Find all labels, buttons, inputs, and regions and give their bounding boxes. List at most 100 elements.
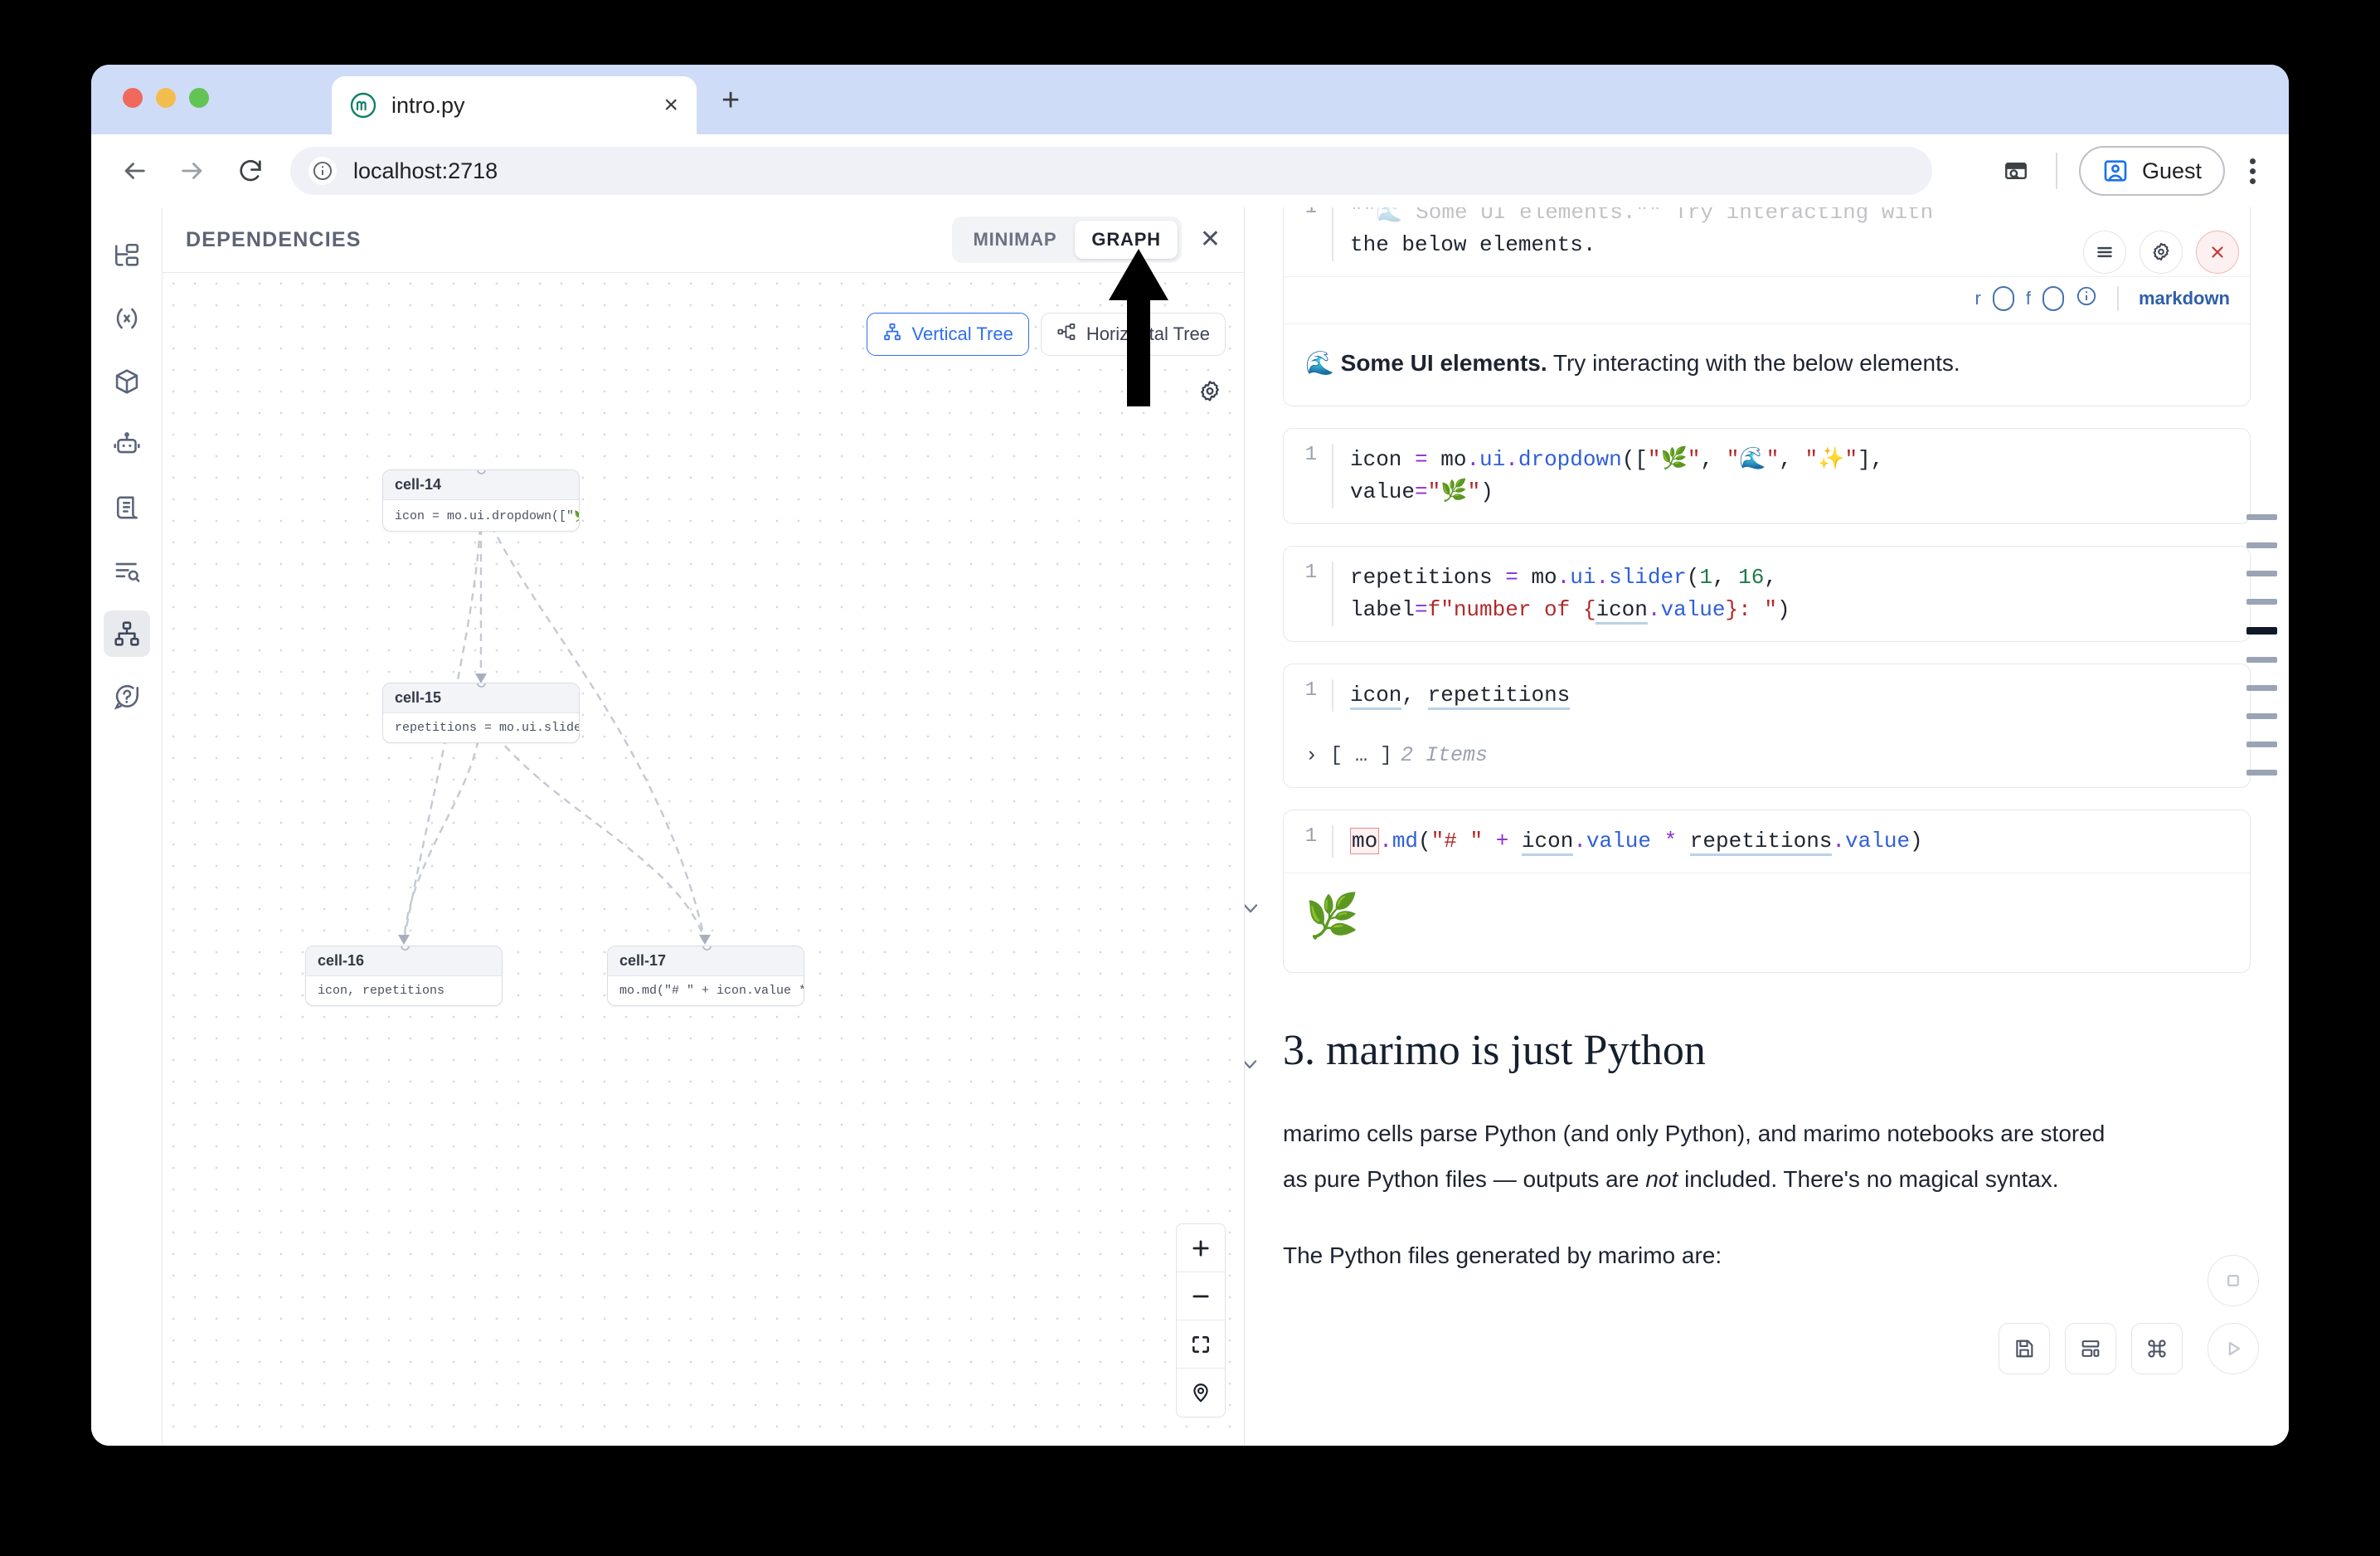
browser-window: intro.py × + localhost:2718 — [91, 65, 2289, 1446]
cell-language-label[interactable]: markdown — [2138, 288, 2230, 309]
minimap-marker[interactable] — [2246, 571, 2277, 576]
cell-code[interactable]: ""🌊 Some UI elements."" Try interacting … — [1332, 207, 2250, 261]
tab-close-icon[interactable]: × — [663, 91, 678, 119]
forward-icon[interactable] — [174, 153, 211, 189]
horizontal-tree-button[interactable]: Horizontal Tree — [1040, 313, 1226, 356]
browser-tab[interactable]: intro.py × — [332, 76, 697, 134]
close-window-button[interactable] — [123, 88, 143, 108]
vertical-tree-button[interactable]: Vertical Tree — [866, 313, 1029, 356]
minimap-marker[interactable] — [2246, 599, 2277, 605]
node-port-top — [400, 946, 410, 951]
graph-settings-icon[interactable] — [1197, 379, 1222, 408]
sidebar-item-dependency-graph[interactable] — [103, 610, 150, 657]
code-line: the below elements. — [1350, 232, 1596, 257]
profile-button[interactable]: Guest — [2078, 146, 2225, 196]
zoom-in-button[interactable] — [1177, 1224, 1225, 1272]
line-number: 1 — [1304, 679, 1317, 702]
graph-node-cell-17[interactable]: cell-17 mo.md("# " + icon.value * repeti… — [607, 946, 804, 1006]
collapse-section-chevron-icon[interactable] — [1245, 1038, 1261, 1087]
run-all-play-icon[interactable] — [2208, 1323, 2259, 1374]
sidebar-item-ai-assistant[interactable] — [104, 421, 150, 468]
command-key-icon[interactable] — [2131, 1323, 2183, 1374]
notebook-cell-tuple[interactable]: 1 icon, repetitions › [ … ] 2 Items — [1283, 664, 2251, 788]
reactive-toggle[interactable] — [1992, 286, 2014, 311]
sidebar-item-help[interactable] — [104, 673, 150, 720]
format-flag-label: f — [2025, 288, 2031, 309]
cell-delete-close-icon[interactable] — [2196, 231, 2239, 274]
sidebar-item-outline-search[interactable] — [104, 547, 150, 594]
minimap-marker[interactable] — [2246, 770, 2277, 776]
graph-node-cell-15[interactable]: cell-15 repetitions = mo.ui.slider(1, 16… — [382, 683, 580, 743]
zoom-out-button[interactable] — [1177, 1272, 1225, 1320]
scroll-minimap — [2246, 514, 2277, 776]
cell-editor-row: 1 icon, repetitions — [1284, 664, 2250, 727]
minimap-marker[interactable] — [2246, 657, 2277, 663]
markdown-output: 🌊 Some UI elements. Try interacting with… — [1305, 346, 2228, 381]
minimap-marker-current[interactable] — [2246, 627, 2277, 635]
cell-menu-hamburger-icon[interactable] — [2083, 231, 2126, 274]
tab-graph[interactable]: GRAPH — [1075, 221, 1178, 259]
code-line: label=f"number of {icon.value}: ") — [1350, 594, 2235, 626]
new-tab-button[interactable]: + — [721, 83, 741, 118]
cell-code[interactable]: repetitions = mo.ui.slider(1, 16, label=… — [1332, 562, 2250, 626]
output-bold-text: Some UI elements. — [1340, 350, 1547, 376]
line-number: 1 — [1304, 562, 1317, 584]
notebook-cell-markdown[interactable]: 1 ""🌊 Some UI elements."" Try interactin… — [1283, 207, 2251, 406]
leaf-emoji-output: 🌿 — [1305, 892, 1359, 941]
close-panel-icon[interactable]: ✕ — [1199, 226, 1221, 253]
collapse-output-chevron-icon[interactable] — [1245, 897, 1262, 924]
code-line: icon, repetitions — [1350, 679, 2235, 712]
minimap-marker[interactable] — [2246, 742, 2277, 747]
graph-canvas[interactable]: Vertical Tree Horizontal Tree — [163, 272, 1244, 1446]
code-line: repetitions = mo.ui.slider(1, 16, — [1350, 565, 1777, 590]
maximize-window-button[interactable] — [189, 88, 209, 108]
back-icon[interactable] — [116, 153, 153, 189]
info-icon[interactable] — [2076, 285, 2097, 312]
cell-code[interactable]: icon, repetitions — [1332, 679, 2250, 712]
line-number: 1 — [1304, 444, 1317, 466]
cell-output-json[interactable]: › [ … ] 2 Items — [1284, 727, 2250, 787]
format-toggle[interactable] — [2042, 286, 2064, 311]
minimize-window-button[interactable] — [156, 88, 176, 108]
tab-minimap[interactable]: MINIMAP — [973, 229, 1057, 250]
graph-node-cell-16[interactable]: cell-16 icon, repetitions — [305, 946, 503, 1006]
interrupt-stop-icon[interactable] — [2208, 1255, 2259, 1306]
minimap-marker[interactable] — [2246, 713, 2277, 719]
browser-tabstrip: intro.py × + — [91, 65, 2289, 134]
notebook-cell-slider[interactable]: 1 repetitions = mo.ui.slider(1, 16, labe… — [1283, 546, 2251, 642]
notebook-cell-dropdown[interactable]: 1 icon = mo.ui.dropdown(["🌿", "🌊", "✨"],… — [1283, 428, 2251, 524]
graph-node-cell-14[interactable]: cell-14 icon = mo.ui.dropdown(["🌿", "🌊",… — [382, 469, 580, 532]
vertical-tree-label: Vertical Tree — [911, 323, 1013, 344]
sidebar-item-variables[interactable] — [104, 295, 150, 342]
code-line-clipped: ""🌊 Some UI elements."" Try interacting … — [1350, 207, 1934, 225]
notebook-pane[interactable]: 1 ""🌊 Some UI elements."" Try interactin… — [1245, 207, 2289, 1446]
minimap-marker[interactable] — [2246, 542, 2277, 548]
map-pin-icon[interactable] — [1177, 1369, 1225, 1417]
fit-view-icon[interactable] — [1177, 1320, 1225, 1369]
site-info-icon[interactable] — [308, 157, 337, 185]
code-line: value="🌿") — [1350, 479, 1494, 504]
tab-search-icon[interactable] — [1998, 153, 2034, 189]
cell-code[interactable]: mo.md("# " + icon.value * repetitions.va… — [1332, 825, 2250, 858]
minimap-marker[interactable] — [2246, 685, 2277, 691]
layout-grid-icon[interactable] — [2065, 1323, 2116, 1374]
browser-menu-icon[interactable] — [2246, 155, 2259, 187]
app-body: DEPENDENCIES MINIMAP GRAPH ✕ — [91, 207, 2289, 1446]
sidebar-rail — [91, 207, 163, 1446]
sidebar-item-file-explorer[interactable] — [104, 232, 150, 279]
cell-settings-gear-icon[interactable] — [2140, 231, 2183, 274]
output-rest-text: Try interacting with the below elements. — [1547, 350, 1960, 376]
address-bar[interactable]: localhost:2718 — [290, 147, 1932, 195]
sidebar-item-packages[interactable] — [104, 358, 150, 405]
cell-footer: r f markdown — [1284, 276, 2250, 323]
emphasis-not: not — [1645, 1165, 1678, 1192]
notebook-cell-md-output[interactable]: 1 mo.md("# " + icon.value * repetitions.… — [1245, 810, 2251, 973]
vertical-tree-icon — [882, 322, 902, 347]
sidebar-item-documentation[interactable] — [104, 484, 150, 531]
cell-code[interactable]: icon = mo.ui.dropdown(["🌿", "🌊", "✨"], v… — [1332, 444, 2250, 508]
reload-icon[interactable] — [232, 153, 269, 189]
minimap-marker[interactable] — [2246, 514, 2277, 520]
profile-label: Guest — [2141, 158, 2202, 183]
save-disk-icon[interactable] — [1999, 1323, 2050, 1374]
cell-editor-row: 1 mo.md("# " + icon.value * repetitions.… — [1284, 810, 2250, 873]
